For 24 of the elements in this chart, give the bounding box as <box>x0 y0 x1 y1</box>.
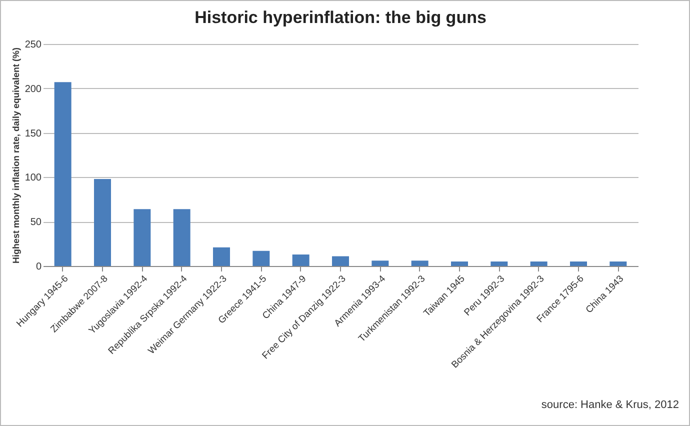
bar <box>213 247 230 266</box>
bar <box>610 262 627 266</box>
bar <box>490 262 508 266</box>
bar <box>530 262 548 266</box>
y-tick-label: 100 <box>24 172 42 184</box>
bar <box>372 260 389 266</box>
bar <box>94 178 111 266</box>
y-tick-label: 0 <box>36 262 42 272</box>
source-note: source: Hanke & Krus, 2012 <box>541 399 679 411</box>
bar <box>332 256 349 266</box>
bar <box>54 82 72 266</box>
y-tick-label: 150 <box>24 128 42 140</box>
y-tick-label: 200 <box>24 84 42 95</box>
bar <box>292 254 310 266</box>
y-tick-label: 250 <box>24 40 42 50</box>
y-axis-title: Highest monthly inflation rate, daily equivalent (%) <box>10 47 21 264</box>
bar <box>252 250 270 266</box>
bar <box>570 262 587 266</box>
y-tick-label: 50 <box>30 217 42 228</box>
bar <box>134 209 151 266</box>
bar <box>411 260 428 266</box>
bar <box>451 262 468 266</box>
chart-title: Historic hyperinflation: the big guns <box>194 8 486 27</box>
bar <box>173 209 190 266</box>
